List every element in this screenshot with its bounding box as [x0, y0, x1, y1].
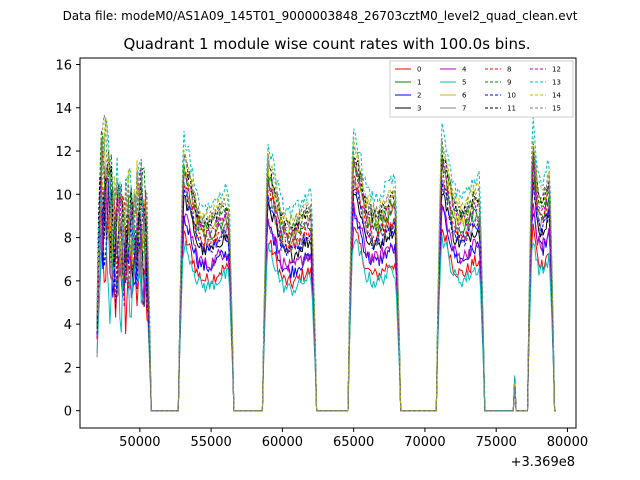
- legend-label-13: 13: [552, 79, 561, 87]
- y-tick-label: 14: [55, 102, 72, 117]
- x-axis: 50000 55000 60000 65000 70000 75000 80000: [119, 428, 588, 450]
- series-line-12: [96, 156, 556, 412]
- legend-label-0: 0: [417, 66, 421, 74]
- series-layer: [96, 114, 556, 412]
- legend-label-12: 12: [552, 66, 561, 74]
- legend-label-5: 5: [462, 79, 466, 87]
- series-line-4: [96, 183, 556, 412]
- y-tick-label: 4: [64, 318, 72, 333]
- legend-label-9: 9: [507, 79, 511, 87]
- x-tick-label: 70000: [404, 435, 445, 450]
- series-line-15: [96, 114, 556, 412]
- legend-label-2: 2: [417, 92, 421, 100]
- series-line-3: [96, 177, 556, 412]
- legend-label-14: 14: [552, 92, 561, 100]
- legend-label-11: 11: [507, 105, 516, 113]
- legend-label-3: 3: [417, 105, 421, 113]
- series-line-13: [96, 117, 556, 412]
- series-line-8: [96, 149, 556, 412]
- y-tick-label: 6: [64, 275, 72, 290]
- series-line-11: [96, 143, 556, 412]
- y-tick-label: 8: [64, 232, 72, 247]
- x-tick-label: 50000: [119, 435, 160, 450]
- legend-label-4: 4: [462, 66, 467, 74]
- x-tick-label: 80000: [547, 435, 588, 450]
- series-line-14: [96, 116, 556, 412]
- series-line-6: [96, 135, 556, 412]
- plot-frame: [79, 57, 577, 429]
- suptitle: Data file: modeM0/AS1A09_145T01_90000038…: [63, 9, 578, 23]
- series-line-9: [96, 130, 556, 412]
- series-line-5: [96, 221, 556, 412]
- chart-title: Quadrant 1 module wise count rates with …: [123, 35, 530, 53]
- series-line-2: [96, 203, 556, 412]
- series-line-1: [96, 160, 556, 412]
- x-tick-label: 55000: [190, 435, 231, 450]
- legend-label-10: 10: [507, 92, 516, 100]
- y-tick-label: 2: [64, 361, 72, 376]
- x-tick-label: 75000: [476, 435, 517, 450]
- legend-label-1: 1: [417, 79, 421, 87]
- legend-label-8: 8: [507, 66, 511, 74]
- x-tick-label: 65000: [333, 435, 374, 450]
- series-line-0: [96, 207, 556, 412]
- x-offset-label: +3.369e8: [511, 455, 575, 470]
- series-line-7: [96, 139, 556, 412]
- series-line-10: [96, 177, 556, 412]
- legend-label-7: 7: [462, 105, 466, 113]
- y-tick-label: 12: [55, 145, 72, 160]
- y-tick-label: 10: [55, 188, 72, 203]
- legend-label-6: 6: [462, 92, 467, 100]
- y-axis: 0 2 4 6 8 10 12 14 16: [55, 58, 80, 420]
- legend-label-15: 15: [552, 105, 561, 113]
- x-tick-label: 60000: [262, 435, 303, 450]
- y-tick-label: 0: [64, 405, 72, 420]
- y-tick-label: 16: [55, 58, 72, 73]
